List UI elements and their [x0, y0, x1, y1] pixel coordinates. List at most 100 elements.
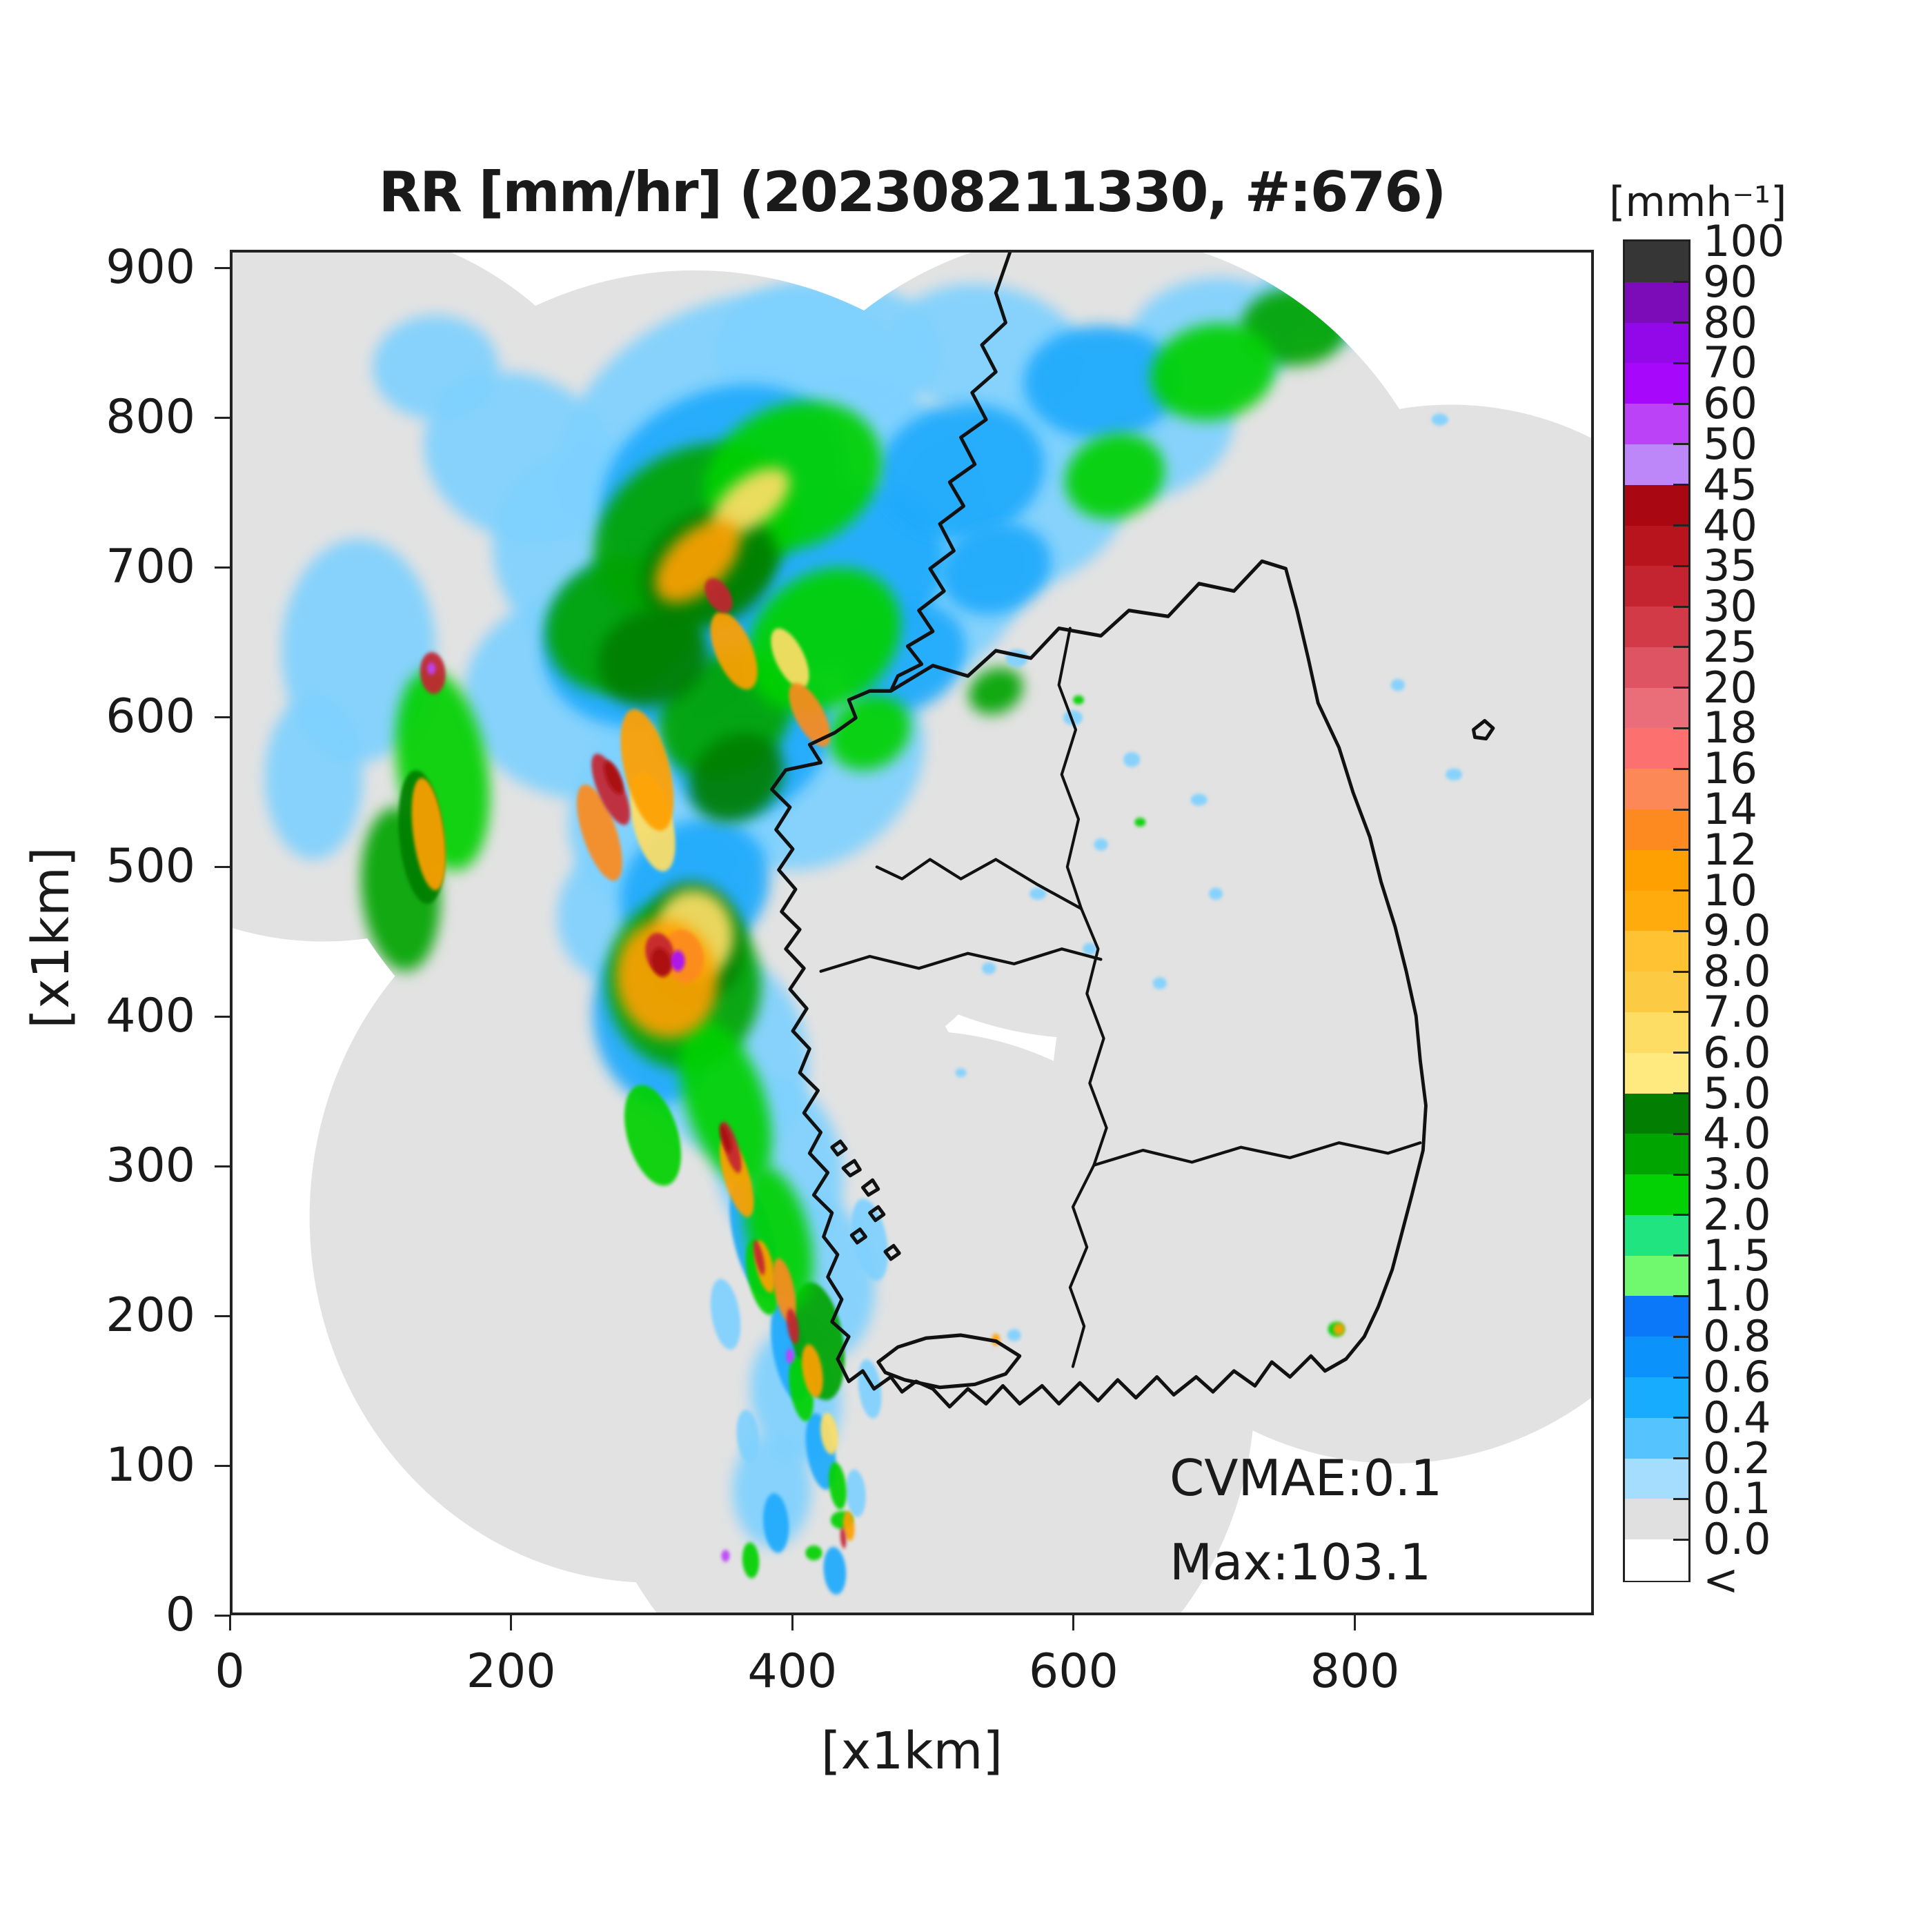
y-tick-mark [215, 1614, 230, 1617]
x-tick-mark [228, 1615, 231, 1630]
colorbar-segment [1625, 849, 1688, 891]
colorbar-segment [1625, 728, 1688, 770]
colorbar-tick-label: 3.0 [1703, 1149, 1771, 1200]
colorbar-segment [1625, 566, 1688, 607]
y-tick-mark [215, 1314, 230, 1317]
province-boundary [875, 858, 1083, 911]
colorbar-segment [1625, 1377, 1688, 1419]
colorbar-tick-label: 70 [1703, 337, 1757, 388]
y-tick-label: 800 [106, 390, 195, 445]
colorbar-tick-label: 7.0 [1703, 986, 1771, 1037]
colorbar-tick-mark [1673, 727, 1688, 729]
colorbar-tick-label: 4.0 [1703, 1108, 1771, 1159]
colorbar-tick-mark [1673, 281, 1688, 284]
island-outline [1472, 719, 1495, 741]
y-tick-mark [215, 1464, 230, 1467]
colorbar-tick-mark [1673, 1254, 1688, 1257]
x-tick-label: 0 [215, 1644, 245, 1699]
colorbar-tick-label: 0.2 [1703, 1432, 1771, 1483]
island-outline [841, 1159, 862, 1178]
y-tick-label: 400 [106, 989, 195, 1044]
colorbar-tick-label: 10 [1703, 865, 1757, 916]
colorbar-tick-label: 100 [1703, 216, 1785, 266]
colorbar-tick-mark [1673, 524, 1688, 526]
colorbar-tick-label: 1.0 [1703, 1270, 1771, 1321]
colorbar-tick-label: 45 [1703, 459, 1757, 510]
colorbar-tick-label: 18 [1703, 702, 1757, 753]
y-tick-label: 600 [106, 689, 195, 745]
colorbar-tick-mark [1673, 1417, 1688, 1419]
colorbar-tick-mark [1673, 362, 1688, 364]
colorbar-tick-mark [1673, 1376, 1688, 1379]
y-tick-mark [215, 566, 230, 569]
colorbar-tick-label: 0.6 [1703, 1352, 1771, 1403]
colorbar-tick-mark [1673, 1294, 1688, 1297]
y-tick-mark [215, 416, 230, 419]
colorbar-segment [1625, 322, 1688, 364]
colorbar-tick-label: 14 [1703, 784, 1757, 835]
province-boundary [819, 947, 1103, 973]
colorbar-segment [1625, 809, 1688, 851]
colorbar-tick-label: 2.0 [1703, 1189, 1771, 1240]
y-tick-mark [215, 1165, 230, 1167]
island-outline [830, 1139, 848, 1157]
colorbar-tick-mark [1673, 1335, 1688, 1338]
colorbar-tick-mark [1673, 849, 1688, 851]
y-tick-label: 200 [106, 1288, 195, 1343]
colorbar-tick-mark [1673, 402, 1688, 405]
island-outline [849, 1227, 867, 1245]
colorbar-tick-label: < [1703, 1555, 1739, 1605]
colorbar-tick-mark [1673, 484, 1688, 486]
cvmae-annotation: CVMAE:0.1 [1170, 1449, 1443, 1507]
colorbar-segment [1625, 1052, 1688, 1094]
island-outline [868, 1205, 886, 1223]
colorbar-tick-label: 35 [1703, 540, 1757, 591]
colorbar-tick-mark [1673, 1173, 1688, 1176]
y-axis-label: [x1km] [21, 847, 81, 1029]
colorbar [1623, 239, 1690, 1582]
y-tick-mark [215, 865, 230, 868]
y-tick-label: 100 [106, 1438, 195, 1492]
island-outline [861, 1178, 880, 1197]
island-outline [876, 1333, 1022, 1390]
colorbar-unit-label: [mmh⁻¹] [1609, 178, 1787, 226]
colorbar-tick-mark [1673, 1092, 1688, 1095]
colorbar-tick-label: 12 [1703, 824, 1757, 875]
colorbar-tick-mark [1673, 1214, 1688, 1216]
colorbar-tick-label: 40 [1703, 500, 1757, 551]
colorbar-tick-label: 50 [1703, 418, 1757, 469]
colorbar-tick-mark [1673, 767, 1688, 770]
map-plot-area: CVMAE:0.1 Max:103.1 [230, 250, 1594, 1615]
colorbar-segment [1625, 1134, 1688, 1175]
colorbar-segment [1625, 525, 1688, 567]
x-tick-mark [791, 1615, 793, 1630]
colorbar-tick-label: 0.1 [1703, 1473, 1771, 1524]
province-boundary [1080, 907, 1108, 1167]
colorbar-tick-label: 0.0 [1703, 1514, 1771, 1565]
colorbar-segment [1625, 1417, 1688, 1459]
province-boundary [1057, 627, 1083, 911]
colorbar-segment [1625, 484, 1688, 526]
colorbar-segment [1625, 1255, 1688, 1297]
radar-map [233, 253, 1591, 1613]
colorbar-segment [1625, 1012, 1688, 1054]
province-boundary [1092, 1141, 1422, 1167]
colorbar-tick-mark [1673, 646, 1688, 649]
colorbar-segment [1625, 1499, 1688, 1540]
colorbar-segment [1625, 1539, 1688, 1581]
max-annotation: Max:103.1 [1170, 1533, 1432, 1591]
colorbar-tick-label: 0.4 [1703, 1392, 1771, 1443]
colorbar-segment [1625, 444, 1688, 486]
colorbar-segment [1625, 647, 1688, 689]
colorbar-tick-mark [1673, 1132, 1688, 1135]
x-tick-label: 200 [466, 1644, 556, 1699]
colorbar-segment [1625, 404, 1688, 445]
colorbar-segment [1625, 282, 1688, 324]
colorbar-tick-mark [1673, 929, 1688, 932]
x-tick-mark [1354, 1615, 1356, 1630]
colorbar-tick-mark [1673, 564, 1688, 567]
colorbar-tick-mark [1673, 1052, 1688, 1054]
colorbar-tick-label: 6.0 [1703, 1027, 1771, 1078]
colorbar-tick-label: 16 [1703, 743, 1757, 794]
colorbar-segment [1625, 1458, 1688, 1500]
